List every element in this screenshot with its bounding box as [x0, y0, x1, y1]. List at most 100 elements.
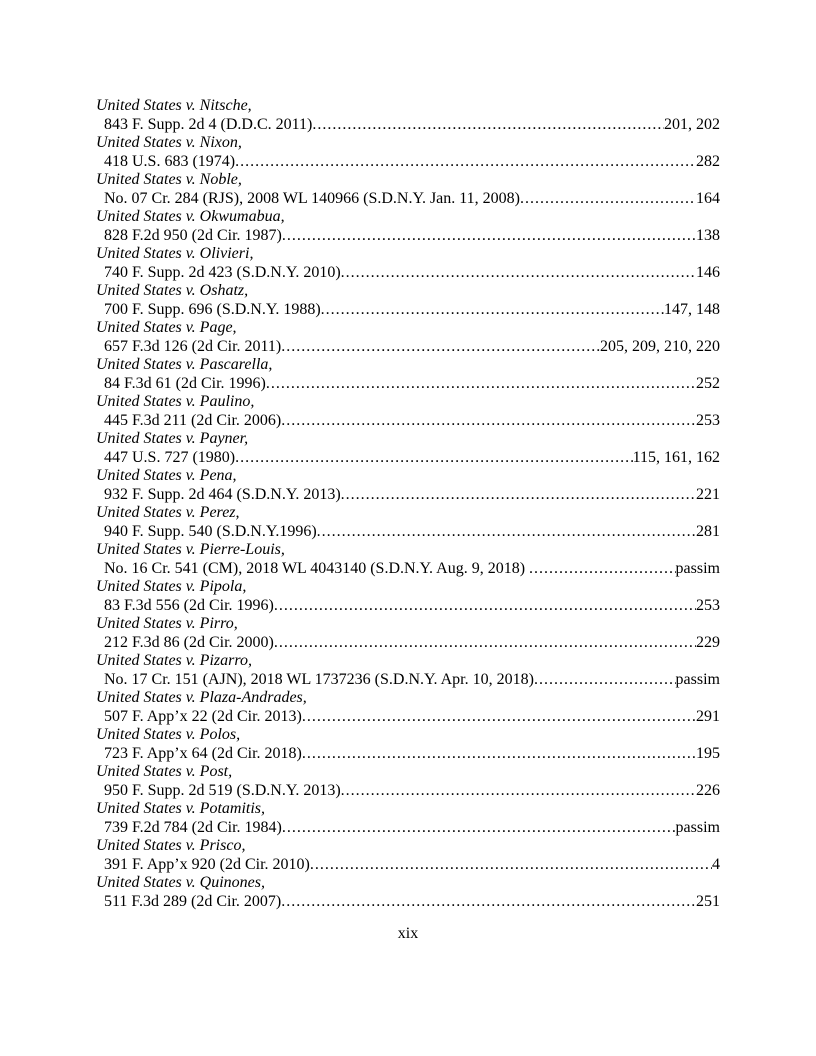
case-name: United States v. Pipola,: [96, 578, 247, 595]
case-name: United States v. Nitsche,: [96, 97, 252, 114]
case-entry: United States v. Polos, 723 F. App’x 64 …: [96, 726, 720, 763]
citation-line: 843 F. Supp. 2d 4 (D.D.C. 2011) 201, 202: [96, 116, 720, 135]
dot-leader: [274, 597, 696, 616]
page-ref: passim: [675, 670, 720, 688]
citation-text: 445 F.3d 211 (2d Cir. 2006): [104, 411, 282, 429]
dot-leader: [281, 338, 600, 357]
dot-leader: [235, 449, 632, 468]
citation-text: 700 F. Supp. 696 (S.D.N.Y. 1988): [104, 300, 321, 318]
citation-text: 391 F. App’x 920 (2d Cir. 2010): [104, 855, 310, 873]
case-entry: United States v. Prisco, 391 F. App’x 92…: [96, 837, 720, 874]
citation-text: 940 F. Supp. 540 (S.D.N.Y.1996): [104, 522, 317, 540]
dot-leader: [529, 560, 676, 579]
case-name: United States v. Okwumabua,: [96, 208, 285, 225]
citation-text: 83 F.3d 556 (2d Cir. 1996): [104, 596, 274, 614]
dot-leader: [266, 375, 696, 394]
case-entry: United States v. Nitsche, 843 F. Supp. 2…: [96, 97, 720, 134]
citation-line: 447 U.S. 727 (1980) 115, 161, 162: [96, 449, 720, 468]
citation-text: 657 F.3d 126 (2d Cir. 2011): [104, 337, 282, 355]
citation-text: 723 F. App’x 64 (2d Cir. 2018): [104, 744, 302, 762]
dot-leader: [281, 893, 696, 912]
citation-line: 828 F.2d 950 (2d Cir. 1987) 138: [96, 227, 720, 246]
citation-line: 739 F.2d 784 (2d Cir. 1984) passim: [96, 819, 720, 838]
case-list: United States v. Nitsche, 843 F. Supp. 2…: [96, 97, 720, 911]
page-ref: 226: [696, 781, 720, 799]
case-entry: United States v. Noble, No. 07 Cr. 284 (…: [96, 171, 720, 208]
case-name: United States v. Paulino,: [96, 393, 255, 410]
citation-line: 740 F. Supp. 2d 423 (S.D.N.Y. 2010) 146: [96, 264, 720, 283]
case-name: United States v. Pirro,: [96, 615, 238, 632]
page-ref: 201, 202: [664, 115, 720, 133]
case-name: United States v. Nixon,: [96, 134, 242, 151]
dot-leader: [534, 671, 676, 690]
page-ref: 282: [696, 152, 720, 170]
case-name: United States v. Page,: [96, 319, 237, 336]
case-entry: United States v. Paulino, 445 F.3d 211 (…: [96, 393, 720, 430]
citation-text: No. 16 Cr. 541 (CM), 2018 WL 4043140 (S.…: [104, 559, 530, 577]
citation-text: 212 F.3d 86 (2d Cir. 2000): [104, 633, 274, 651]
dot-leader: [302, 745, 696, 764]
case-name: United States v. Pierre-Louis,: [96, 541, 285, 558]
citation-text: 828 F.2d 950 (2d Cir. 1987): [104, 226, 282, 244]
page-ref: passim: [675, 818, 720, 836]
citation-line: 507 F. App’x 22 (2d Cir. 2013) 291: [96, 708, 720, 727]
citation-line: 932 F. Supp. 2d 464 (S.D.N.Y. 2013) 221: [96, 486, 720, 505]
dot-leader: [341, 782, 696, 801]
page-ref: 205, 209, 210, 220: [600, 337, 720, 355]
page-ref: 253: [696, 596, 720, 614]
citation-text: 843 F. Supp. 2d 4 (D.D.C. 2011): [104, 115, 313, 133]
case-name: United States v. Prisco,: [96, 837, 246, 854]
case-entry: United States v. Payner, 447 U.S. 727 (1…: [96, 430, 720, 467]
page-ref: 253: [696, 411, 720, 429]
case-entry: United States v. Pizarro, No. 17 Cr. 151…: [96, 652, 720, 689]
case-entry: United States v. Perez, 940 F. Supp. 540…: [96, 504, 720, 541]
dot-leader: [235, 153, 696, 172]
footer-page-number: xix: [397, 925, 419, 942]
case-entry: United States v. Pierre-Louis, No. 16 Cr…: [96, 541, 720, 578]
page-ref: 146: [696, 263, 720, 281]
page-ref: passim: [675, 559, 720, 577]
case-entry: United States v. Okwumabua, 828 F.2d 950…: [96, 208, 720, 245]
case-entry: United States v. Pirro, 212 F.3d 86 (2d …: [96, 615, 720, 652]
citation-line: 418 U.S. 683 (1974) 282: [96, 153, 720, 172]
page-ref: 138: [696, 226, 720, 244]
page-ref: 252: [696, 374, 720, 392]
dot-leader: [282, 227, 696, 246]
case-entry: United States v. Post, 950 F. Supp. 2d 5…: [96, 763, 720, 800]
case-entry: United States v. Oshatz, 700 F. Supp. 69…: [96, 282, 720, 319]
case-entry: United States v. Olivieri, 740 F. Supp. …: [96, 245, 720, 282]
citation-line: 212 F.3d 86 (2d Cir. 2000) 229: [96, 634, 720, 653]
citation-text: 511 F.3d 289 (2d Cir. 2007): [104, 892, 282, 910]
citation-text: No. 17 Cr. 151 (AJN), 2018 WL 1737236 (S…: [104, 670, 534, 688]
case-entry: United States v. Quinones, 511 F.3d 289 …: [96, 874, 720, 911]
case-entry: United States v. Page, 657 F.3d 126 (2d …: [96, 319, 720, 356]
page-ref: 251: [696, 892, 720, 910]
case-name: United States v. Noble,: [96, 171, 242, 188]
page-ref: 221: [696, 485, 720, 503]
dot-leader: [310, 856, 712, 875]
case-name: United States v. Perez,: [96, 504, 240, 521]
page-ref: 229: [696, 633, 720, 651]
citation-line: 83 F.3d 556 (2d Cir. 1996) 253: [96, 597, 720, 616]
page-ref: 164: [696, 189, 720, 207]
case-name: United States v. Polos,: [96, 726, 241, 743]
case-entry: United States v. Plaza-Andrades, 507 F. …: [96, 689, 720, 726]
citation-text: 84 F.3d 61 (2d Cir. 1996): [104, 374, 266, 392]
case-name: United States v. Plaza-Andrades,: [96, 689, 307, 706]
case-name: United States v. Potamitis,: [96, 800, 266, 817]
dot-leader: [520, 190, 696, 209]
citation-text: 418 U.S. 683 (1974): [104, 152, 236, 170]
citation-line: 950 F. Supp. 2d 519 (S.D.N.Y. 2013) 226: [96, 782, 720, 801]
case-entry: United States v. Pipola, 83 F.3d 556 (2d…: [96, 578, 720, 615]
citation-text: 507 F. App’x 22 (2d Cir. 2013): [104, 707, 302, 725]
citation-line: No. 16 Cr. 541 (CM), 2018 WL 4043140 (S.…: [96, 560, 720, 579]
citation-line: 445 F.3d 211 (2d Cir. 2006) 253: [96, 412, 720, 431]
citation-text: 932 F. Supp. 2d 464 (S.D.N.Y. 2013): [104, 485, 341, 503]
page-ref: 291: [696, 707, 720, 725]
page-ref: 281: [696, 522, 720, 540]
case-name: United States v. Post,: [96, 763, 233, 780]
citation-line: 511 F.3d 289 (2d Cir. 2007) 251: [96, 893, 720, 912]
citation-line: 84 F.3d 61 (2d Cir. 1996) 252: [96, 375, 720, 394]
page-ref: 147, 148: [664, 300, 720, 318]
dot-leader: [302, 708, 696, 727]
